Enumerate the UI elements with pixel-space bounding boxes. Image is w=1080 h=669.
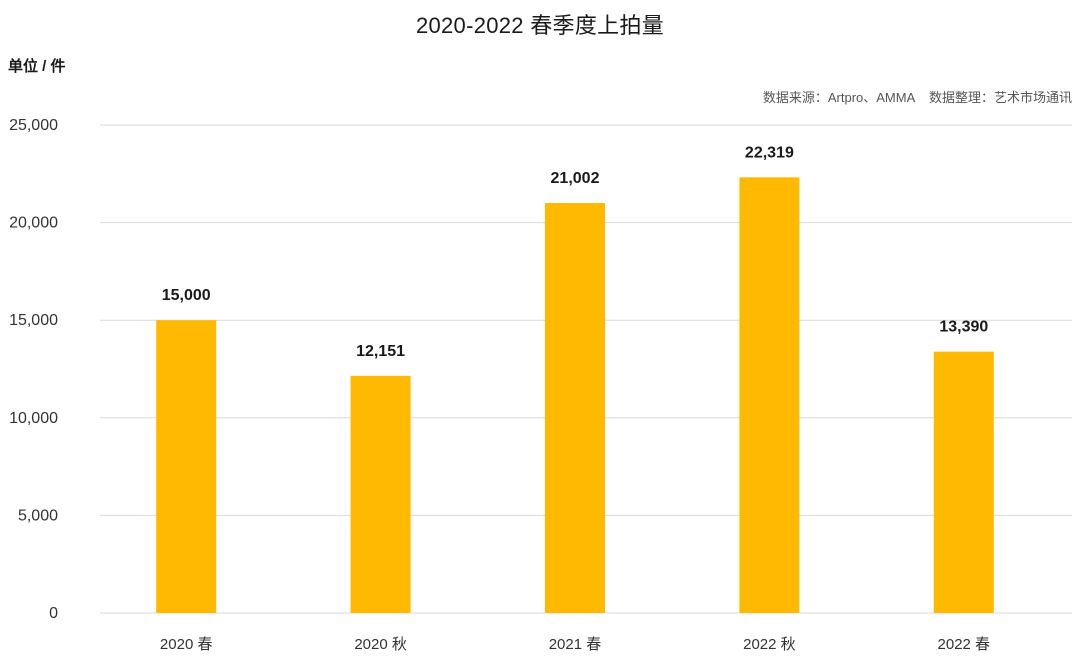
y-tick-label: 25,000: [9, 117, 58, 134]
x-tick-label: 2021 春: [549, 636, 602, 653]
data-label: 13,390: [939, 319, 988, 336]
bars: [156, 177, 994, 613]
chart-title: 2020-2022 春季度上拍量: [415, 13, 665, 38]
x-tick-label: 2020 春: [160, 636, 213, 653]
x-tick-label: 2022 春: [938, 636, 991, 653]
x-tick-label: 2020 秋: [354, 636, 407, 653]
data-labels: 15,000 12,151 21,002 22,319 13,390: [162, 144, 989, 359]
data-label: 22,319: [745, 144, 794, 161]
y-axis-unit-label: 单位 / 件: [8, 58, 66, 75]
bar: [545, 203, 605, 613]
data-label: 12,151: [356, 343, 405, 360]
source-note: 数据来源：Artpro、AMMA 数据整理：艺术市场通讯: [762, 90, 1072, 105]
y-tick-label: 20,000: [9, 215, 58, 232]
y-tick-label: 10,000: [9, 410, 58, 427]
data-label: 21,002: [551, 170, 600, 187]
y-tick-label: 15,000: [9, 312, 58, 329]
bar: [156, 320, 217, 613]
y-tick-label: 0: [49, 605, 58, 622]
y-tick-label: 5,000: [18, 507, 58, 524]
bar: [739, 177, 800, 613]
axis-labels: 0 5,000 10,000 15,000 20,000 25,000 2020 春 2020…: [9, 117, 990, 653]
data-label: 15,000: [162, 287, 211, 304]
bar: [933, 351, 994, 613]
x-tick-label: 2022 秋: [743, 636, 796, 653]
bar: [350, 375, 411, 613]
